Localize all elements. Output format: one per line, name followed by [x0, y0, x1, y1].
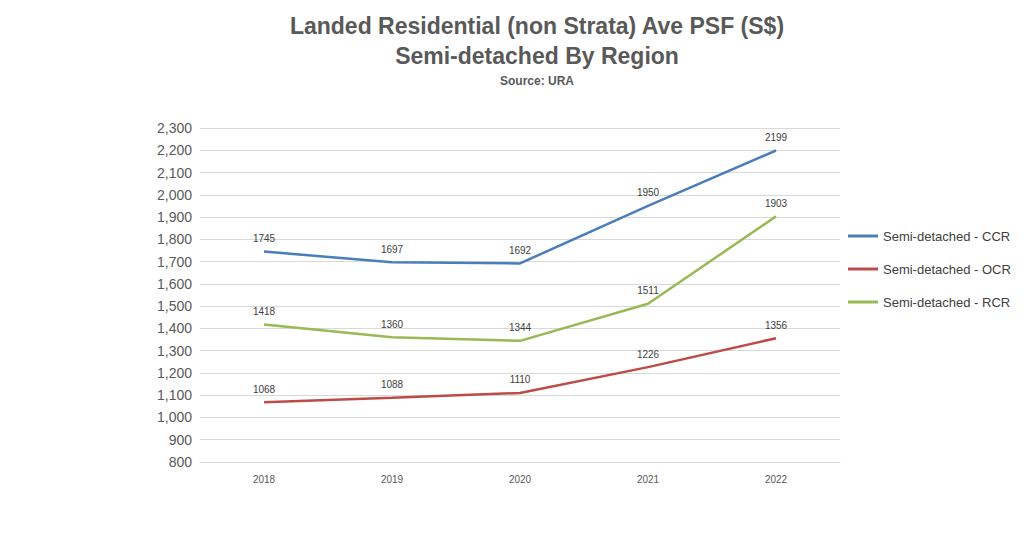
svg-text:1697: 1697	[381, 244, 404, 255]
svg-text:2022: 2022	[765, 474, 788, 485]
svg-text:1,000: 1,000	[157, 409, 192, 425]
svg-text:1,600: 1,600	[157, 276, 192, 292]
svg-text:1088: 1088	[381, 379, 404, 390]
svg-text:1,400: 1,400	[157, 320, 192, 336]
svg-text:1,800: 1,800	[157, 231, 192, 247]
svg-text:1418: 1418	[253, 306, 276, 317]
svg-text:1903: 1903	[765, 198, 788, 209]
svg-text:Semi-detached - CCR: Semi-detached - CCR	[883, 229, 1010, 244]
svg-text:2,000: 2,000	[157, 187, 192, 203]
svg-text:Semi-detached - OCR: Semi-detached - OCR	[883, 262, 1011, 277]
svg-text:2019: 2019	[381, 474, 404, 485]
svg-text:1692: 1692	[509, 245, 532, 256]
svg-text:900: 900	[169, 432, 193, 448]
svg-text:1068: 1068	[253, 384, 276, 395]
svg-text:1,200: 1,200	[157, 365, 192, 381]
svg-text:1,300: 1,300	[157, 343, 192, 359]
svg-text:2199: 2199	[765, 132, 788, 143]
svg-text:1,700: 1,700	[157, 254, 192, 270]
svg-text:2021: 2021	[637, 474, 660, 485]
svg-text:800: 800	[169, 454, 193, 470]
svg-text:Semi-detached By Region: Semi-detached By Region	[395, 43, 679, 69]
svg-text:Landed Residential (non Strata: Landed Residential (non Strata) Ave PSF …	[290, 13, 784, 39]
svg-text:1950: 1950	[637, 187, 660, 198]
svg-text:2,200: 2,200	[157, 142, 192, 158]
svg-text:2018: 2018	[253, 474, 276, 485]
svg-text:2,100: 2,100	[157, 165, 192, 181]
svg-text:Source: URA: Source: URA	[500, 74, 574, 88]
svg-text:1226: 1226	[637, 349, 660, 360]
svg-text:1110: 1110	[510, 374, 531, 385]
svg-text:1,500: 1,500	[157, 298, 192, 314]
svg-text:1,900: 1,900	[157, 209, 192, 225]
svg-text:1745: 1745	[253, 233, 276, 244]
svg-text:2020: 2020	[509, 474, 532, 485]
svg-text:1356: 1356	[765, 320, 788, 331]
svg-text:Semi-detached - RCR: Semi-detached - RCR	[883, 295, 1010, 310]
svg-text:1360: 1360	[381, 319, 404, 330]
svg-text:1511: 1511	[637, 285, 659, 296]
svg-text:1,100: 1,100	[157, 387, 192, 403]
svg-text:1344: 1344	[509, 322, 532, 333]
svg-text:2,300: 2,300	[157, 120, 192, 136]
